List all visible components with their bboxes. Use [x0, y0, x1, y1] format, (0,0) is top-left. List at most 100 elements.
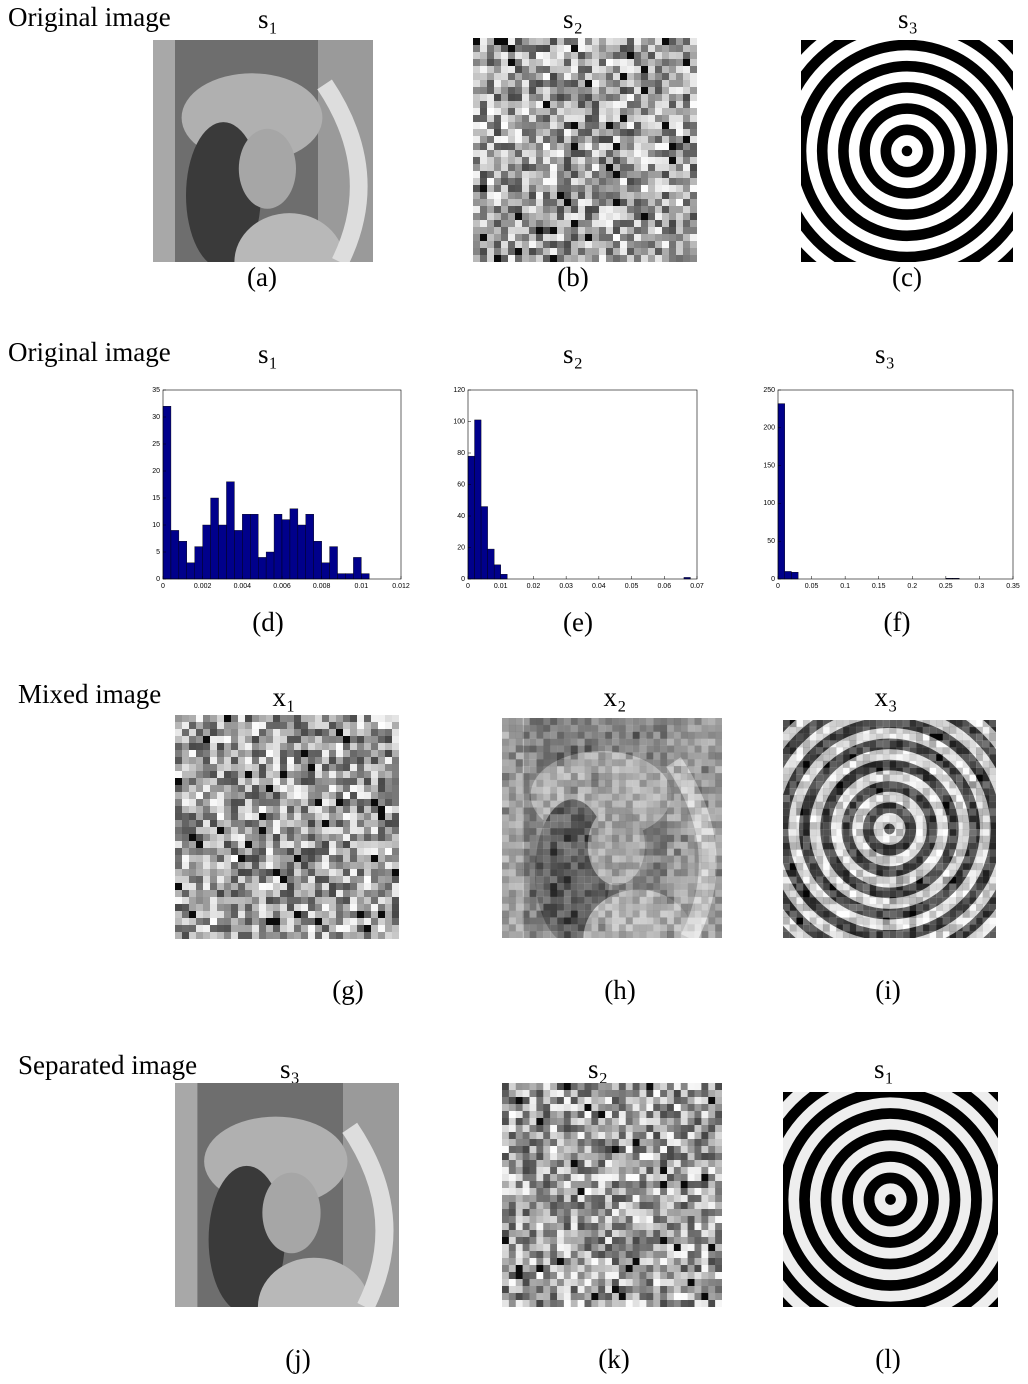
panel-title: s₁ — [258, 4, 278, 34]
pixel — [536, 759, 543, 766]
pixel — [949, 727, 956, 734]
pixel — [640, 931, 647, 938]
pixel — [810, 829, 817, 836]
pixel — [217, 820, 224, 827]
pixel — [708, 862, 715, 869]
pixel — [364, 764, 371, 771]
pixel — [371, 904, 378, 911]
pixel — [322, 813, 329, 820]
pixel — [217, 806, 224, 813]
pixel — [280, 778, 287, 785]
pixel — [592, 59, 599, 66]
pixel — [655, 213, 662, 220]
pixel — [245, 848, 252, 855]
pixel — [245, 855, 252, 862]
pixel — [203, 869, 210, 876]
pixel — [626, 842, 633, 849]
pixel — [571, 1125, 578, 1132]
pixel — [564, 101, 571, 108]
pixel — [210, 897, 217, 904]
pixel — [676, 241, 683, 248]
pixel — [550, 814, 557, 821]
pixel — [850, 918, 857, 925]
pixel — [619, 1083, 626, 1090]
pixel — [667, 1272, 674, 1279]
pixel — [502, 1125, 509, 1132]
pixel — [189, 729, 196, 736]
pixel — [530, 766, 537, 773]
pixel — [523, 821, 530, 828]
pixel — [803, 788, 810, 795]
pixel — [550, 1083, 557, 1090]
pixel — [956, 740, 963, 747]
pixel — [536, 821, 543, 828]
pixel — [605, 1188, 612, 1195]
pixel — [619, 1272, 626, 1279]
pixel — [956, 754, 963, 761]
pixel — [536, 1209, 543, 1216]
pixel — [557, 718, 564, 725]
pixel — [929, 754, 936, 761]
pixel — [646, 732, 653, 739]
pixel — [662, 157, 669, 164]
pixel — [530, 739, 537, 746]
pixel — [392, 736, 399, 743]
pixel — [640, 1153, 647, 1160]
pixel — [182, 813, 189, 820]
pixel — [896, 863, 903, 870]
pixel — [627, 185, 634, 192]
pixel — [683, 129, 690, 136]
pixel — [516, 1293, 523, 1300]
pixel — [571, 828, 578, 835]
pixel — [836, 768, 843, 775]
pixel — [943, 788, 950, 795]
pixel — [803, 740, 810, 747]
pixel — [619, 1139, 626, 1146]
pixel — [883, 843, 890, 850]
pixel — [509, 1090, 516, 1097]
pixel — [287, 764, 294, 771]
pixel — [350, 918, 357, 925]
pixel — [523, 1097, 530, 1104]
pixel — [364, 862, 371, 869]
pixel — [371, 918, 378, 925]
pixel — [280, 890, 287, 897]
pixel — [943, 754, 950, 761]
pixel — [816, 863, 823, 870]
pixel — [564, 38, 571, 45]
pixel — [626, 904, 633, 911]
pixel — [883, 802, 890, 809]
pixel — [605, 1153, 612, 1160]
pixel — [210, 911, 217, 918]
pixel — [357, 722, 364, 729]
pixel — [870, 931, 877, 938]
pixel — [509, 1167, 516, 1174]
pixel — [641, 178, 648, 185]
pixel — [619, 869, 626, 876]
pixel — [543, 1118, 550, 1125]
pixel — [690, 255, 697, 262]
pixel — [598, 1153, 605, 1160]
pixel — [591, 732, 598, 739]
pixel — [674, 780, 681, 787]
pixel — [543, 718, 550, 725]
pixel — [969, 829, 976, 836]
pixel — [543, 80, 550, 87]
pixel — [648, 101, 655, 108]
pixel — [336, 890, 343, 897]
pixel — [598, 931, 605, 938]
pixel — [896, 720, 903, 727]
pixel — [969, 768, 976, 775]
pixel — [620, 87, 627, 94]
pixel — [850, 822, 857, 829]
pixel — [502, 739, 509, 746]
pixel — [509, 801, 516, 808]
pixel — [210, 722, 217, 729]
pixel — [856, 788, 863, 795]
pixel — [364, 785, 371, 792]
pixel — [536, 143, 543, 150]
pixel — [543, 1181, 550, 1188]
pixel — [509, 849, 516, 856]
pixel — [392, 792, 399, 799]
pixel — [870, 781, 877, 788]
